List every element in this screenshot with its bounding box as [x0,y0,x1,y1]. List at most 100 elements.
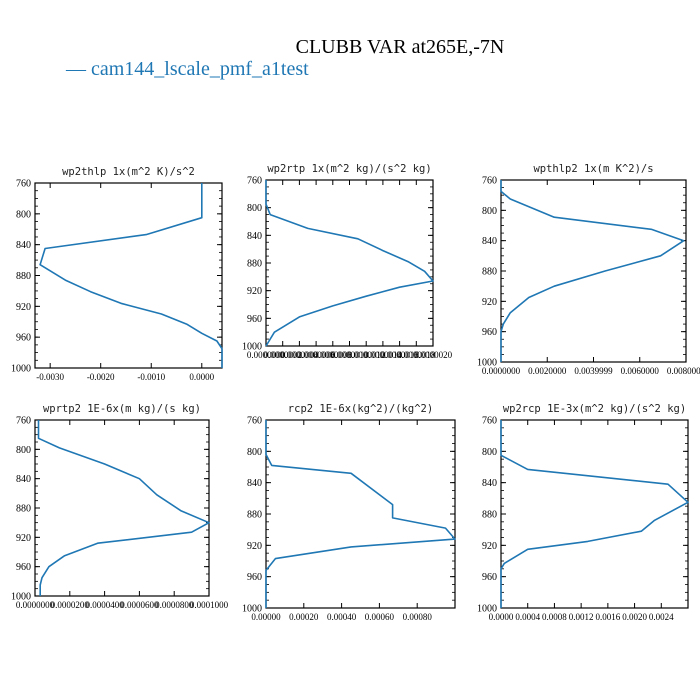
plot-frame [265,419,456,609]
x-tick-label: -0.0020 [87,372,115,382]
x-tick-label: 0.0000014 [364,350,403,360]
y-tick-label: 1000 [477,604,497,615]
y-tick-label: 920 [16,302,31,313]
y-tick-label: 880 [482,510,497,521]
y-tick-label: 800 [482,447,497,458]
y-tick-label: 920 [247,286,262,297]
chart-title: wpthlp2 1x(m K^2)/s [533,163,653,175]
y-tick-label: 960 [247,572,262,583]
y-tick-label: 1000 [477,358,497,369]
x-tick-label: 0.0000002 [264,350,302,360]
x-tick-label: 0.0020000 [528,366,567,376]
y-tick-label: 960 [247,314,262,325]
series-line [265,420,456,608]
series-line [500,180,685,362]
x-tick-label: 0.0000600 [120,600,159,610]
plot-frame [500,419,689,609]
y-tick-label: 960 [16,333,31,344]
x-tick-label: 0.0001000 [190,600,229,610]
y-tick-label: 840 [482,236,497,247]
x-tick-label: 0.0000018 [397,350,436,360]
chart-panel-3: wpthlp2 1x(m K^2)/s 760 800 840 880 920 960 100… [477,163,700,376]
y-tick-label: 1000 [242,604,262,615]
y-tick-label: 960 [16,562,31,573]
x-tick-label: -0.0010 [137,372,165,382]
y-tick-label: 920 [247,541,262,552]
x-tick-label: 0.0000010 [330,350,369,360]
y-tick-label: 760 [247,176,262,187]
x-tick-label: 0.0000000 [482,366,521,376]
chart-panel-6: wp2rcp 1E-3x(m^2 kg)/(s^2 kg) 760 800 840 88… [477,403,689,622]
x-tick-label: 0.0000400 [85,600,124,610]
y-tick-label: 800 [482,206,497,217]
chart-title: wprtp2 1E-6x(m kg)/(s kg) [43,403,201,415]
chart-panel-4: wprtp2 1E-6x(m kg)/(s kg) 760 800 840 880 920… [11,403,229,610]
x-tick-label: 0.0000006 [297,350,336,360]
x-tick-label: 0.0000020 [414,350,453,360]
chart-title: rcp2 1E-6x(kg^2)/(kg^2) [288,403,433,415]
y-tick-label: 880 [16,504,31,515]
series-line [265,180,434,347]
x-tick-label: 0.00040 [327,612,357,622]
x-tick-label: 0.0000000 [16,600,55,610]
plot-frame [34,419,210,597]
plot-frame [34,182,223,369]
series-line [500,420,689,608]
y-tick-label: 1000 [11,364,31,375]
x-tick-label: 0.0000800 [155,600,194,610]
x-tick-label: 0.0000004 [280,350,319,360]
y-tick-label: 760 [16,179,31,190]
y-tick-label: 960 [482,572,497,583]
x-tick-label: 0.0004 [515,612,540,622]
figure-title: CLUBB VAR at265E,-7N [295,36,505,58]
chart-panel-1: wp2thlp 1x(m^2 K)/s^2 760 800 840 880 920 960 1… [11,166,223,382]
y-tick-label: 1000 [11,592,31,603]
x-tick-label: 0.00020 [289,612,319,622]
legend-series-label: cam144_lscale_pmf_a1test [91,58,309,80]
legend: — cam144_lscale_pmf_a1test [66,58,309,81]
chart-title: wp2thlp 1x(m^2 K)/s^2 [62,166,195,178]
y-tick-label: 800 [16,209,31,220]
legend-line-marker: — [66,58,91,80]
x-tick-label: -0.0030 [36,372,64,382]
y-tick-label: 880 [247,259,262,270]
y-tick-label: 840 [247,231,262,242]
x-tick-label: 0.00000 [251,612,281,622]
y-tick-label: 960 [482,327,497,338]
y-tick-label: 1000 [242,342,262,353]
y-tick-label: 800 [247,447,262,458]
x-tick-label: 0.0000016 [380,350,419,360]
chart-panel-5: rcp2 1E-6x(kg^2)/(kg^2) 760 800 840 880 920 96… [242,403,456,622]
y-tick-label: 840 [482,478,497,489]
y-tick-label: 880 [247,510,262,521]
series-line [39,183,223,368]
x-tick-label: 0.0000200 [51,600,90,610]
chart-panel-2: wp2rtp 1x(m^2 kg)/(s^2 kg) 760 800 840 880 92… [242,163,453,360]
y-tick-label: 920 [482,541,497,552]
x-tick-label: 0.0024 [649,612,674,622]
y-tick-label: 920 [16,533,31,544]
y-tick-label: 800 [247,203,262,214]
x-tick-label: 0.0000 [489,612,514,622]
x-tick-label: 0.0060000 [621,366,660,376]
x-tick-label: 0.0000012 [347,350,385,360]
chart-title: wp2rtp 1x(m^2 kg)/(s^2 kg) [267,163,431,175]
x-tick-label: 0.0008 [542,612,567,622]
series-line [37,420,210,596]
x-tick-label: 0.00060 [365,612,395,622]
x-tick-label: 0.0012 [569,612,594,622]
y-tick-label: 760 [482,416,497,427]
y-tick-label: 760 [482,176,497,187]
y-tick-label: 880 [16,271,31,282]
x-tick-label: 0.0039999 [574,366,613,376]
x-tick-label: 0.0000 [189,372,214,382]
x-tick-label: 0.0000008 [314,350,353,360]
y-tick-label: 920 [482,297,497,308]
x-tick-label: 0.0000000 [247,350,286,360]
chart-title: wp2rcp 1E-3x(m^2 kg)/(s^2 kg) [503,403,686,415]
y-tick-label: 800 [16,445,31,456]
x-tick-label: 0.0080000 [667,366,700,376]
y-tick-label: 760 [16,416,31,427]
y-tick-label: 880 [482,267,497,278]
y-tick-label: 840 [247,478,262,489]
